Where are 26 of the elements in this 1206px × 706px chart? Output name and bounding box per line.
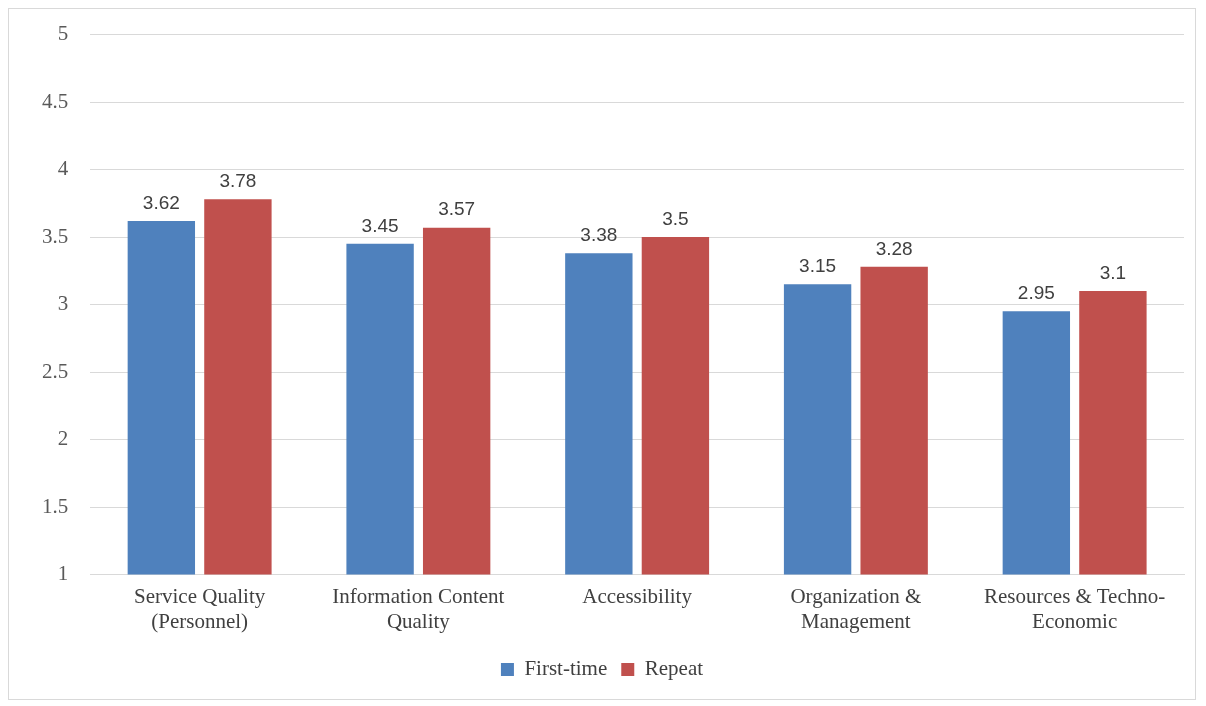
data-label: 2.95 xyxy=(1017,282,1055,304)
legend-label: First-time xyxy=(524,656,608,681)
x-tick-label: Information Content Quality xyxy=(332,583,505,633)
data-label: 3.38 xyxy=(580,224,618,246)
legend-label: Repeat xyxy=(644,656,704,681)
y-tick-label: 3 xyxy=(57,291,69,316)
data-label: 3.15 xyxy=(799,255,837,277)
data-label: 3.78 xyxy=(219,170,257,192)
y-tick-label: 3.5 xyxy=(42,223,69,248)
data-label: 3.57 xyxy=(438,198,476,220)
y-tick-label: 2 xyxy=(57,426,69,451)
data-label: 3.45 xyxy=(361,214,399,236)
data-label: 3.5 xyxy=(662,207,689,229)
y-tick-label: 1.5 xyxy=(42,493,69,518)
y-tick-label: 1 xyxy=(57,561,69,586)
data-label: 3.1 xyxy=(1099,261,1127,283)
x-tick-label: Resources & Techno-Economic xyxy=(983,583,1166,633)
x-tick-label: Service Quality (Personnel) xyxy=(134,583,266,633)
x-tick-label: Accessibility xyxy=(582,583,693,608)
data-label: 3.28 xyxy=(875,237,913,259)
x-tick-label: Organization & Management xyxy=(790,583,922,633)
y-tick-label: 2.5 xyxy=(42,358,69,383)
data-label: 3.62 xyxy=(142,191,180,213)
y-tick-label: 5 xyxy=(57,21,69,46)
y-tick-label: 4.5 xyxy=(42,88,69,113)
y-tick-label: 4 xyxy=(57,156,69,181)
